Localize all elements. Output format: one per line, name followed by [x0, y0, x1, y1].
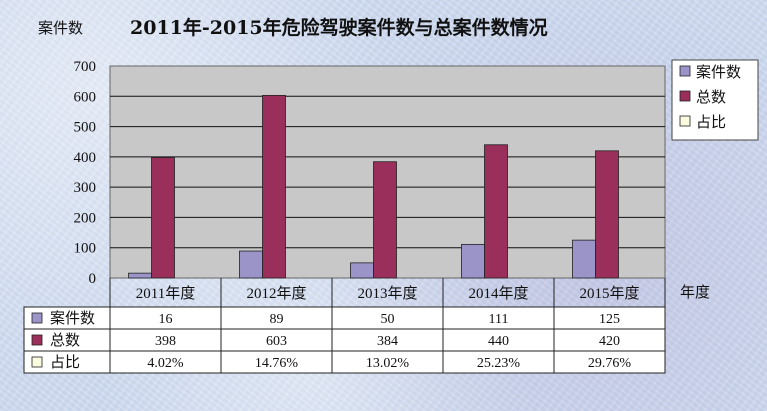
- bar-total: [595, 150, 619, 279]
- y-tick-label: 200: [74, 210, 97, 226]
- table-cell: 14.76%: [255, 356, 299, 371]
- table-row-header: 总数: [50, 331, 80, 349]
- y-tick-label: 600: [74, 89, 97, 105]
- table-cell: 111: [489, 312, 509, 327]
- table-row-header: 占比: [50, 353, 80, 371]
- legend-swatch: [679, 65, 691, 77]
- bar-total: [262, 94, 286, 279]
- y-axis-ticks: 0 100 200 300 400 500 600 700: [74, 59, 97, 287]
- table-cell: 440: [488, 334, 509, 349]
- y-tick-label: 500: [74, 120, 97, 136]
- table-cell: 603: [266, 334, 287, 349]
- table-cell: 420: [599, 334, 620, 349]
- x-axis-label: 年度: [680, 283, 710, 301]
- legend-label: 案件数: [696, 63, 741, 81]
- bar-cases: [239, 250, 263, 279]
- bar-total: [373, 161, 397, 279]
- legend-swatch: [679, 90, 691, 102]
- table-row-swatch: [31, 334, 43, 346]
- bar-total: [484, 144, 508, 279]
- table-row-header: 案件数: [50, 309, 95, 327]
- x-axis-categories: 2011年度 2012年度 2013年度 2014年度 2015年度: [136, 285, 640, 302]
- y-tick-label: 100: [74, 241, 97, 257]
- y-tick-label: 0: [89, 271, 97, 287]
- table-cell: 50: [381, 312, 395, 327]
- legend-label: 占比: [696, 113, 726, 131]
- table-row-swatch: [31, 312, 43, 324]
- x-category-label: 2011年度: [136, 285, 195, 302]
- x-category-label: 2014年度: [468, 285, 528, 302]
- table-row-swatch: [31, 356, 43, 368]
- legend-swatch: [679, 115, 691, 127]
- data-table: 案件数 16 89 50 111 125 总数 398 603 384 440 420 占比 4.02% 1…: [23, 278, 666, 374]
- table-cell: 29.76%: [588, 356, 632, 371]
- table-body: [23, 306, 666, 374]
- y-tick-label: 300: [74, 180, 97, 196]
- bar-cases: [461, 243, 485, 279]
- table-cell: 89: [270, 312, 284, 327]
- legend-label: 总数: [696, 88, 726, 106]
- table-cell: 25.23%: [477, 356, 521, 371]
- x-category-label: 2015年度: [579, 285, 639, 302]
- x-category-label: 2012年度: [246, 285, 306, 302]
- bar-cases: [572, 239, 596, 279]
- table-cell: 398: [155, 334, 176, 349]
- table-cell: 125: [599, 312, 620, 327]
- x-category-label: 2013年度: [357, 285, 417, 302]
- bars: [128, 94, 619, 279]
- chart-title: 2011年-2015年危险驾驶案件数与总案件数情况: [130, 16, 548, 39]
- bar-cases: [128, 272, 152, 279]
- y-axis-label: 案件数: [38, 19, 83, 37]
- y-tick-label: 400: [74, 150, 97, 166]
- bar-total: [151, 157, 175, 279]
- table-cell: 16: [159, 312, 173, 327]
- table-cell: 13.02%: [366, 356, 410, 371]
- table-cell: 384: [377, 334, 398, 349]
- table-cell: 4.02%: [147, 356, 184, 371]
- bar-cases: [350, 262, 374, 279]
- y-tick-label: 700: [74, 59, 97, 75]
